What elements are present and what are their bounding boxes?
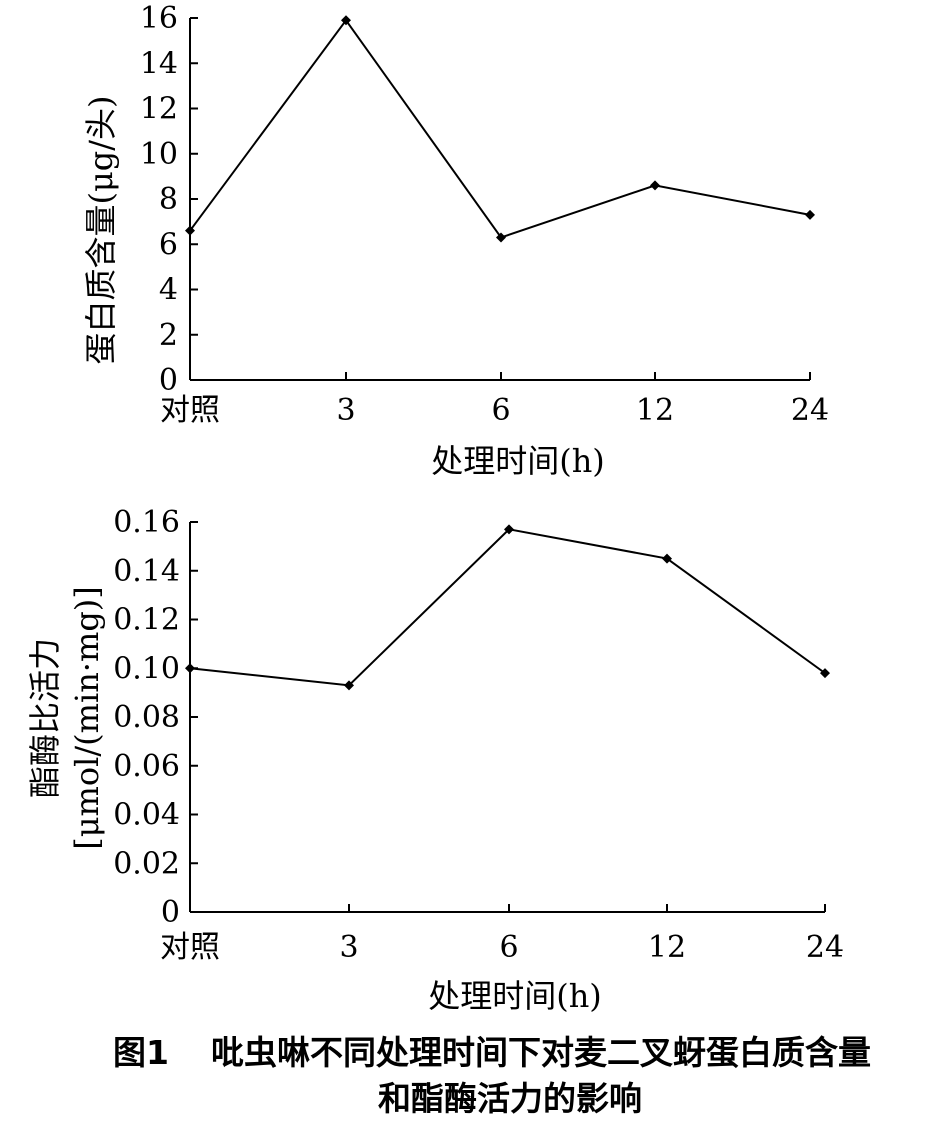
y-tick-label: 0.16 bbox=[113, 505, 180, 540]
data-point-marker bbox=[805, 209, 815, 220]
data-point-marker bbox=[341, 15, 351, 26]
y-tick-label: 16 bbox=[140, 1, 178, 36]
y-tick-label: 0 bbox=[161, 895, 180, 930]
x-tick-label: 12 bbox=[648, 930, 686, 965]
data-point-marker bbox=[185, 225, 195, 236]
caption-label: 图1 bbox=[113, 1033, 169, 1072]
chart1-x-axis-title: 处理时间(h) bbox=[431, 442, 605, 480]
data-point-marker bbox=[496, 232, 506, 243]
chart2-y-axis-title-line2: [μmol/(min·mg)] bbox=[68, 586, 106, 850]
esterase-activity-chart: 0 0.02 0.04 0.06 0.08 0.10 0.12 0.14 0.16 对照 3 6 12… bbox=[26, 505, 844, 1015]
y-tick-label: 8 bbox=[159, 182, 178, 217]
x-tick-label: 6 bbox=[499, 930, 518, 965]
chart2-series bbox=[185, 524, 830, 691]
y-tick-label: 0.10 bbox=[113, 651, 180, 686]
y-tick-label: 0.12 bbox=[113, 603, 180, 638]
y-tick-label: 4 bbox=[159, 273, 178, 308]
caption-line1: 吡虫啉不同处理时间下对麦二叉蚜蛋白质含量 bbox=[211, 1033, 871, 1072]
data-point-marker bbox=[344, 680, 354, 691]
x-tick-label: 24 bbox=[806, 930, 844, 965]
figure-caption: 图1 吡虫啉不同处理时间下对麦二叉蚜蛋白质含量 和酯酶活力的影响 bbox=[113, 1033, 871, 1118]
y-tick-label: 12 bbox=[140, 92, 178, 127]
x-tick-label: 3 bbox=[339, 930, 358, 965]
chart1-series bbox=[185, 15, 815, 243]
chart2-x-axis-title: 处理时间(h) bbox=[428, 977, 602, 1015]
data-point-marker bbox=[820, 668, 830, 679]
chart1-y-axis-title: 蛋白质含量(μg/头) bbox=[82, 95, 120, 364]
series-line bbox=[189, 18, 811, 239]
y-tick-label: 2 bbox=[159, 318, 178, 353]
y-tick-label: 0.02 bbox=[113, 846, 180, 881]
caption-line2: 和酯酶活力的影响 bbox=[378, 1079, 642, 1118]
y-tick-label: 14 bbox=[140, 46, 178, 81]
series-line bbox=[189, 528, 826, 687]
y-tick-label: 0.06 bbox=[113, 749, 180, 784]
data-point-marker bbox=[185, 663, 195, 674]
chart1-axes bbox=[189, 18, 810, 381]
x-tick-label: 对照 bbox=[160, 930, 220, 965]
x-tick-label: 24 bbox=[791, 393, 829, 428]
data-point-marker bbox=[662, 553, 672, 564]
x-tick-label: 对照 bbox=[160, 393, 220, 428]
chart2-y-ticks: 0 0.02 0.04 0.06 0.08 0.10 0.12 0.14 0.16 bbox=[113, 505, 198, 930]
data-point-marker bbox=[650, 180, 660, 191]
chart1-y-ticks: 0 2 4 6 8 10 12 14 16 bbox=[140, 1, 198, 398]
y-tick-label: 0.08 bbox=[113, 700, 180, 735]
chart2-x-ticks: 对照 3 6 12 24 bbox=[160, 904, 844, 965]
y-tick-label: 0 bbox=[159, 363, 178, 398]
x-tick-label: 12 bbox=[636, 393, 674, 428]
chart2-axes bbox=[189, 522, 825, 913]
x-tick-label: 6 bbox=[491, 393, 510, 428]
y-tick-label: 0.04 bbox=[113, 798, 180, 833]
y-tick-label: 0.14 bbox=[113, 554, 180, 589]
x-tick-label: 3 bbox=[336, 393, 355, 428]
chart1-x-ticks: 对照 3 6 12 24 bbox=[160, 372, 829, 428]
data-point-marker bbox=[504, 524, 514, 535]
y-tick-label: 10 bbox=[140, 137, 178, 172]
y-tick-label: 6 bbox=[159, 227, 178, 262]
chart2-y-axis-title-line1: 酯酶比活力 bbox=[26, 638, 64, 798]
